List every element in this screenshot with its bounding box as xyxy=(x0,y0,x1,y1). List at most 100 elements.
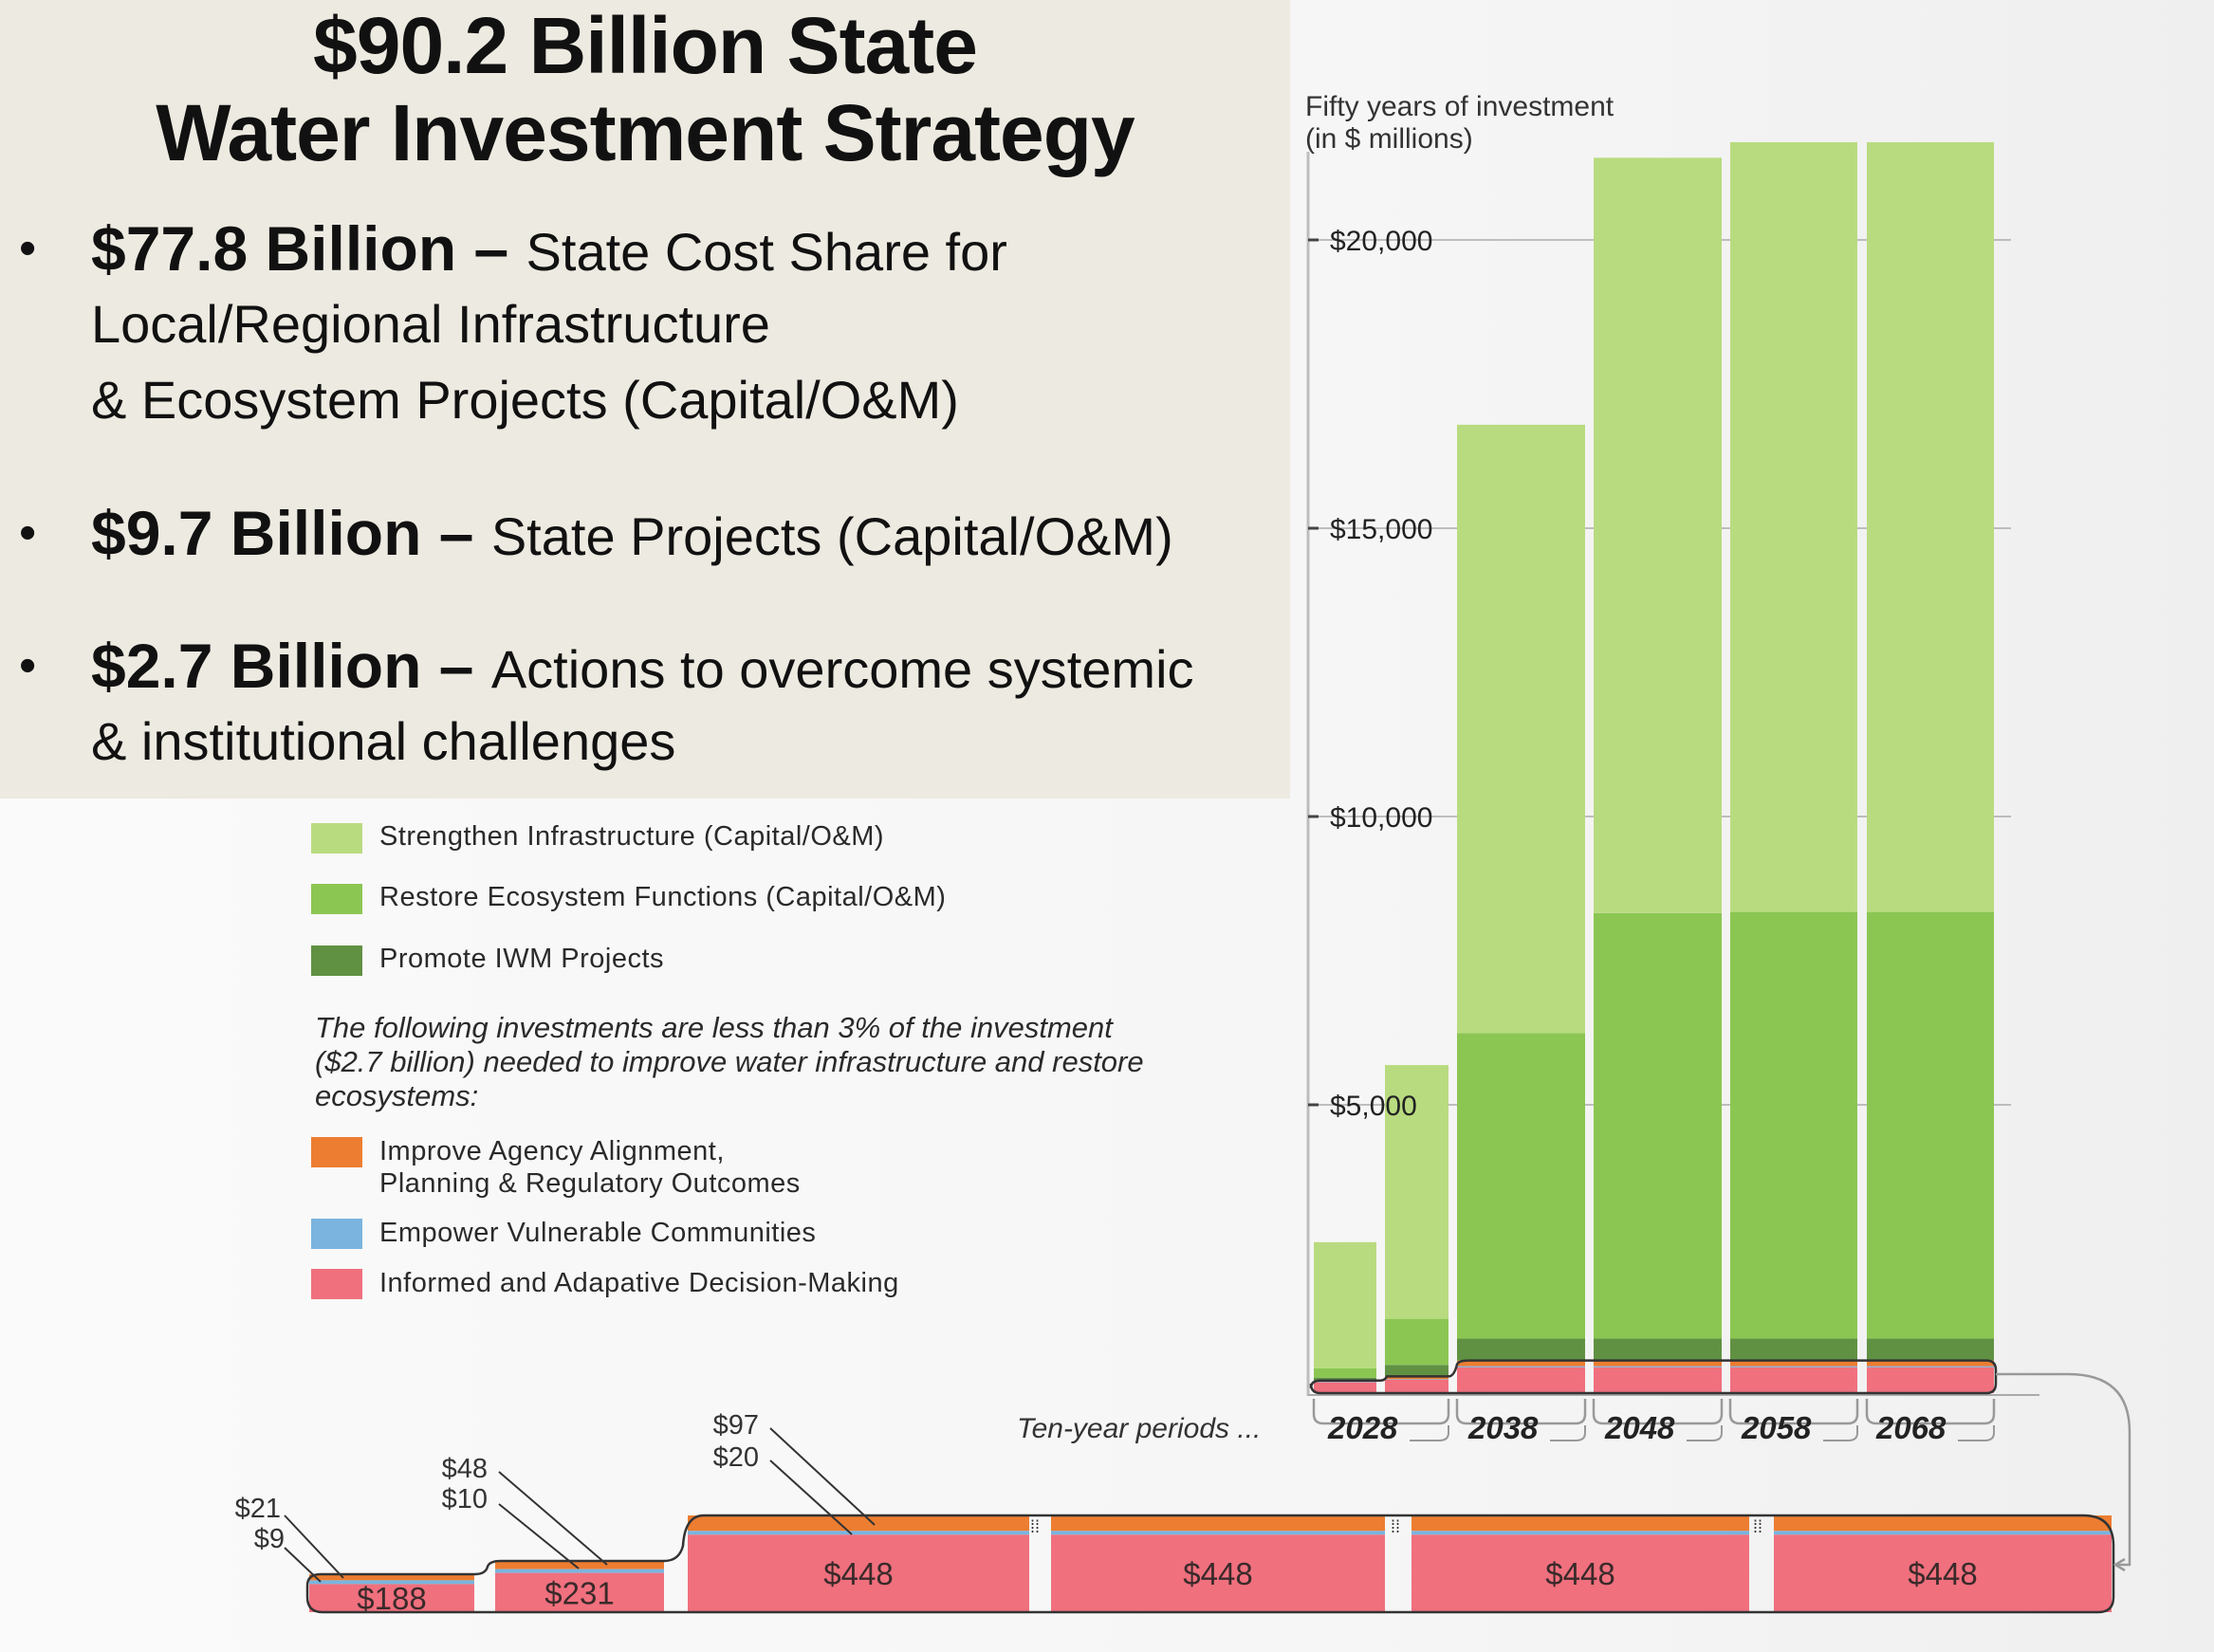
detail-value-label: $448 xyxy=(1545,1556,1614,1591)
bar-segment xyxy=(1594,1360,1722,1367)
bar-segment xyxy=(1594,912,1722,1339)
bullet-amount: $2.7 Billion xyxy=(91,631,422,701)
legend-swatch-strengthen-infrastructure xyxy=(311,823,362,854)
bar-segment xyxy=(1314,1382,1376,1383)
detail-blue-band xyxy=(1774,1531,2112,1535)
bar-segment xyxy=(1385,1065,1448,1319)
continuation-marker-icon: ⁞⁞ xyxy=(1753,1517,1762,1536)
period-label: 2068 xyxy=(1875,1410,1946,1445)
slide-title-line1: $90.2 Billion State xyxy=(313,1,978,90)
detail-value-label: $231 xyxy=(544,1575,614,1610)
legend-label: Empower Vulnerable Communities xyxy=(379,1218,817,1248)
bullet-icon: • xyxy=(19,505,37,560)
bar-2068 xyxy=(1867,141,1994,1393)
legend-label: Planning & Regulatory Outcomes xyxy=(379,1168,801,1199)
bar-segment xyxy=(1730,1367,1857,1393)
bar-segment xyxy=(1730,141,1857,912)
detail-orange-band xyxy=(1051,1515,1385,1532)
bar-segment xyxy=(1457,1360,1585,1367)
detail-value-label: $448 xyxy=(1908,1556,1977,1591)
bullet-amount: $77.8 Billion xyxy=(91,213,457,284)
period-arrow-icon xyxy=(1823,1425,1858,1441)
detail-pink-band xyxy=(688,1534,1029,1612)
bar-segment xyxy=(1867,911,1994,1339)
callout-leader-line xyxy=(284,1547,322,1583)
chart-title: Fifty years of investment xyxy=(1305,91,1614,122)
legend-swatch-vulnerable-communities xyxy=(311,1219,362,1249)
continuation-marker-icon: ⁞⁞ xyxy=(1030,1517,1040,1536)
detail-segment: $448 xyxy=(1411,1515,1749,1612)
bullet-text: Local/Regional Infrastructure xyxy=(91,294,770,354)
bar-segment xyxy=(1867,1367,1994,1393)
continuation-marker-icon: ⁞⁞ xyxy=(1391,1517,1400,1536)
period-arrow-icon xyxy=(1958,1425,1995,1441)
callout-blue-value: $20 xyxy=(713,1442,759,1473)
bar-segment xyxy=(1314,1382,1376,1393)
period-bracket xyxy=(1592,1399,1724,1425)
slide-title-line2: Water Investment Strategy xyxy=(156,88,1135,177)
y-tick-label: $10,000 xyxy=(1330,802,1432,834)
period-arrow-icon xyxy=(1550,1425,1586,1441)
bar-segment xyxy=(1730,1338,1857,1361)
period-bracket xyxy=(1455,1399,1587,1425)
bar-segment xyxy=(1867,1360,1994,1367)
bar-segment xyxy=(1594,157,1722,913)
bar-2058 xyxy=(1730,141,1857,1393)
detail-blue-band xyxy=(309,1580,474,1585)
detail-blue-band xyxy=(1051,1531,1385,1535)
period-bracket xyxy=(1312,1399,1450,1425)
detail-pink-band xyxy=(495,1572,664,1612)
bar-segment xyxy=(1867,1338,1994,1361)
legend-swatch-agency-alignment xyxy=(311,1137,362,1167)
period-arrow-icon xyxy=(1410,1425,1449,1441)
callout-blue-value: $10 xyxy=(442,1484,488,1514)
y-tick-label: $5,000 xyxy=(1330,1091,1417,1122)
detail-orange-band xyxy=(1774,1515,2112,1532)
bar-segment xyxy=(1385,1365,1448,1377)
bullet-icon: • xyxy=(19,638,37,693)
bullet-dash: – xyxy=(456,213,526,284)
bar-2048 xyxy=(1594,157,1722,1393)
decision-band-outline xyxy=(1309,1359,1998,1395)
period-label: 2058 xyxy=(1741,1410,1812,1445)
detail-orange-band xyxy=(309,1574,474,1581)
connector-arrowhead xyxy=(2113,1557,2126,1572)
bar-segment xyxy=(1867,141,1994,912)
callout-orange-value: $97 xyxy=(713,1410,759,1441)
bar-segment xyxy=(1594,1338,1722,1361)
bar-segment xyxy=(1457,424,1585,1034)
detail-orange-band xyxy=(1411,1515,1749,1532)
detail-value-label: $188 xyxy=(357,1581,426,1616)
detail-segment: $448 xyxy=(1051,1515,1385,1612)
detail-orange-band xyxy=(495,1561,664,1569)
detail-pink-band xyxy=(1774,1534,2112,1612)
bar-segment xyxy=(1314,1241,1376,1368)
detail-blue-band xyxy=(495,1569,664,1573)
legend-swatch-restore-ecosystem xyxy=(311,884,362,914)
detail-blue-band xyxy=(1411,1531,1749,1535)
callout-leader-line xyxy=(284,1514,344,1579)
x-axis-label: Ten-year periods ... xyxy=(1017,1413,1261,1444)
bullet-dash: – xyxy=(421,498,491,568)
y-tick-label: $20,000 xyxy=(1330,226,1432,257)
bullet-text: State Cost Share for xyxy=(526,222,1007,282)
detail-segment: $448 xyxy=(1774,1515,2112,1612)
legend-label: Restore Ecosystem Functions (Capital/O&M… xyxy=(379,882,947,912)
detail-segment: $231 xyxy=(495,1561,664,1612)
legend-label: Strengthen Infrastructure (Capital/O&M) xyxy=(379,821,885,852)
summary-panel: $90.2 Billion State Water Investment Str… xyxy=(0,0,1290,798)
bar-segment xyxy=(1385,1379,1448,1393)
detail-pink-band xyxy=(309,1584,474,1612)
period-label: 2048 xyxy=(1604,1410,1675,1445)
legend-note: The following investments are less than … xyxy=(315,1011,1144,1112)
detail-orange-band xyxy=(688,1515,1029,1532)
period-label: 2038 xyxy=(1467,1410,1539,1445)
bar-segment xyxy=(1730,1360,1857,1367)
bullet-text: Actions to overcome systemic xyxy=(490,639,1194,699)
bar-segment xyxy=(1314,1377,1376,1381)
detail-segment: $188 xyxy=(309,1574,474,1616)
detail-value-label: $448 xyxy=(1183,1556,1252,1591)
period-bracket xyxy=(1865,1399,1996,1425)
detail-strip-outline xyxy=(305,1514,2115,1614)
